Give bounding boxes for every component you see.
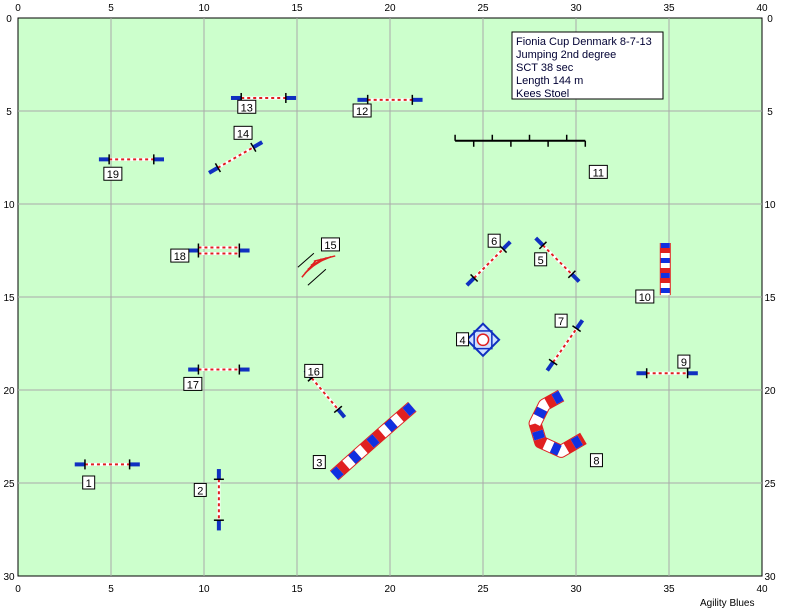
obstacle-number-text-14: 14 [237,128,249,140]
obstacle-14-jump [208,140,264,175]
info-line-length: Length 144 m [516,75,583,87]
x-tick-bottom-5: 5 [108,584,114,595]
obstacle-number-11: 11 [588,164,608,179]
x-tick-top-5: 5 [108,3,114,14]
obstacle-number-12: 12 [352,103,372,118]
x-tick-top-20: 20 [384,3,396,14]
y-tick-left-10: 10 [3,200,15,211]
x-tick-top-30: 30 [570,3,582,14]
x-tick-bottom-40: 40 [756,584,768,595]
y-tick-left-25: 25 [3,479,15,490]
obstacle-number-text-1: 1 [86,478,92,490]
x-tick-bottom-15: 15 [291,584,303,595]
obstacle-number-text-5: 5 [538,255,544,267]
x-tick-top-40: 40 [756,3,768,14]
obstacle-number-8: 8 [589,453,603,468]
grid-lines [18,18,762,576]
info-line-title: Fionia Cup Denmark 8-7-13 [516,36,652,48]
obstacle-number-text-9: 9 [681,357,687,369]
obstacle-12-jump [357,94,423,105]
obstacle-5-jump [534,236,581,283]
obstacle-19-jump [98,154,165,165]
x-tick-bottom-30: 30 [570,584,582,595]
obstacle-number-10: 10 [635,289,655,304]
obstacle-number-text-10: 10 [639,292,651,304]
obstacle-13-jump [230,92,297,103]
x-tick-top-10: 10 [198,3,210,14]
obstacle-number-6: 6 [487,233,501,248]
obstacle-number-text-3: 3 [316,458,322,470]
y-tick-right-30: 30 [764,572,776,583]
obstacle-number-3: 3 [312,455,326,470]
obstacle-number-text-16: 16 [308,366,320,378]
obstacle-15-weave-fan [297,252,336,286]
x-tick-bottom-20: 20 [384,584,396,595]
credit-label: Agility Blues [700,598,754,609]
y-tick-right-0: 0 [767,14,773,25]
x-tick-top-35: 35 [663,3,675,14]
obstacle-number-text-6: 6 [491,236,497,248]
obstacle-number-text-11: 11 [593,167,604,179]
obstacle-number-9: 9 [677,354,691,369]
obstacle-number-16: 16 [304,363,324,378]
obstacle-number-17: 17 [183,376,203,391]
obstacle-6-jump [465,240,512,287]
y-tick-right-25: 25 [764,479,776,490]
y-tick-left-30: 30 [3,572,15,583]
y-tick-left-15: 15 [3,293,15,304]
obstacle-11-long-jump [454,134,587,147]
x-tick-top-0: 0 [15,3,21,14]
obstacle-1-jump [74,459,140,470]
y-tick-left-0: 0 [6,14,12,25]
obstacle-4-table [465,322,501,358]
obstacle-number-text-8: 8 [593,456,599,468]
obstacle-number-text-7: 7 [558,316,564,328]
y-tick-right-20: 20 [764,386,776,397]
obstacle-number-text-17: 17 [187,379,199,391]
obstacle-number-5: 5 [534,252,548,267]
obstacle-number-text-2: 2 [197,485,203,497]
x-tick-bottom-0: 0 [15,584,21,595]
y-tick-right-15: 15 [764,293,776,304]
y-tick-left-5: 5 [6,107,12,118]
obstacle-number-2: 2 [193,482,207,497]
x-tick-bottom-35: 35 [663,584,675,595]
obstacle-number-text-4: 4 [459,335,465,347]
obstacle-8-tunnel [528,389,587,458]
obstacle-17-jump [188,364,250,375]
obstacle-9-jump [636,368,698,379]
info-line-class: Jumping 2nd degree [516,49,616,61]
obstacle-number-text-19: 19 [107,169,119,181]
obstacle-number-14: 14 [233,125,253,140]
obstacle-number-18: 18 [170,248,190,263]
obstacle-number-text-13: 13 [241,102,253,114]
x-tick-bottom-25: 25 [477,584,489,595]
course-info-box: Fionia Cup Denmark 8-7-13 Jumping 2nd de… [511,31,664,100]
y-tick-right-5: 5 [767,107,773,118]
obstacle-18-double-jump [188,243,250,258]
obstacle-number-1: 1 [82,475,96,490]
x-tick-bottom-10: 10 [198,584,210,595]
obstacle-7-jump [545,319,585,372]
obstacle-number-19: 19 [103,166,123,181]
obstacle-number-text-18: 18 [174,251,186,263]
obstacle-number-4: 4 [456,332,470,347]
obstacle-number-text-15: 15 [324,240,336,252]
y-tick-right-10: 10 [764,200,776,211]
y-tick-left-20: 20 [3,386,15,397]
obstacle-number-text-12: 12 [356,106,368,118]
info-line-judge: Kees Stoel [516,88,569,100]
obstacle-3-tunnel [329,401,417,481]
info-line-sct: SCT 38 sec [516,62,574,74]
obstacle-number-7: 7 [554,313,568,328]
obstacle-number-13: 13 [237,99,257,114]
obstacle-2-jump [213,469,224,531]
x-tick-top-15: 15 [291,3,303,14]
x-tick-top-25: 25 [477,3,489,14]
obstacle-number-15: 15 [320,237,340,252]
